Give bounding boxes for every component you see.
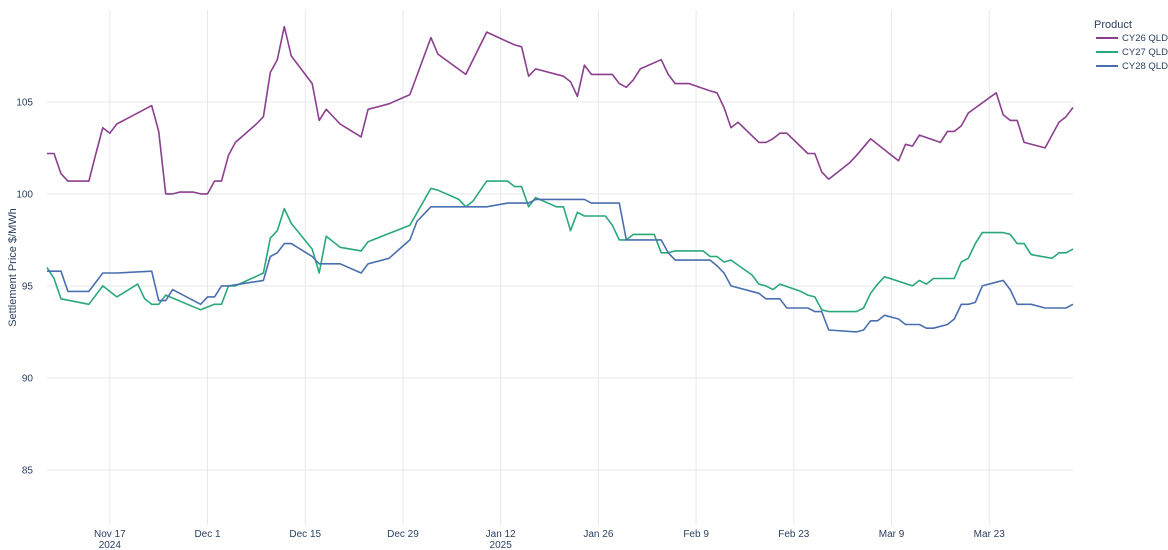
x-tick-label: Jan 26	[583, 529, 613, 540]
y-tick-label: 85	[22, 465, 34, 476]
x-tick-sublabel: 2025	[490, 540, 513, 550]
y-tick-label: 100	[16, 189, 33, 200]
x-tick-label: Dec 29	[387, 529, 419, 540]
x-tick-label: Jan 12	[486, 529, 516, 540]
legend-label: CY28 QLD	[1122, 61, 1168, 72]
x-tick-label: Dec 1	[194, 529, 221, 540]
grid-layer	[47, 10, 1073, 525]
series-line-cy28-qld	[47, 198, 1074, 333]
y-tick-label: 95	[22, 281, 34, 292]
series-line-cy27-qld	[46, 180, 1074, 313]
y-axis-title: Settlement Price $/MWh	[7, 208, 19, 327]
x-tick-label: Mar 23	[974, 529, 1006, 540]
y-tick-label: 90	[22, 373, 34, 384]
y-tick-label: 105	[16, 97, 33, 108]
legend-title: Product	[1094, 19, 1132, 31]
legend-label: CY27 QLD	[1122, 47, 1168, 58]
x-tick-label: Feb 23	[778, 529, 810, 540]
x-tick-sublabel: 2024	[99, 540, 122, 550]
x-tick-label: Dec 15	[289, 529, 321, 540]
x-tick-label: Mar 9	[879, 529, 905, 540]
x-tick-label: Nov 17	[94, 529, 126, 540]
series-line-cy26-qld	[47, 25, 1074, 195]
legend: Product CY26 QLD CY27 QLD CY28 QLD	[1094, 19, 1168, 72]
legend-label: CY26 QLD	[1122, 33, 1168, 44]
series-layer	[46, 25, 1074, 333]
x-tick-label: Feb 9	[683, 529, 709, 540]
